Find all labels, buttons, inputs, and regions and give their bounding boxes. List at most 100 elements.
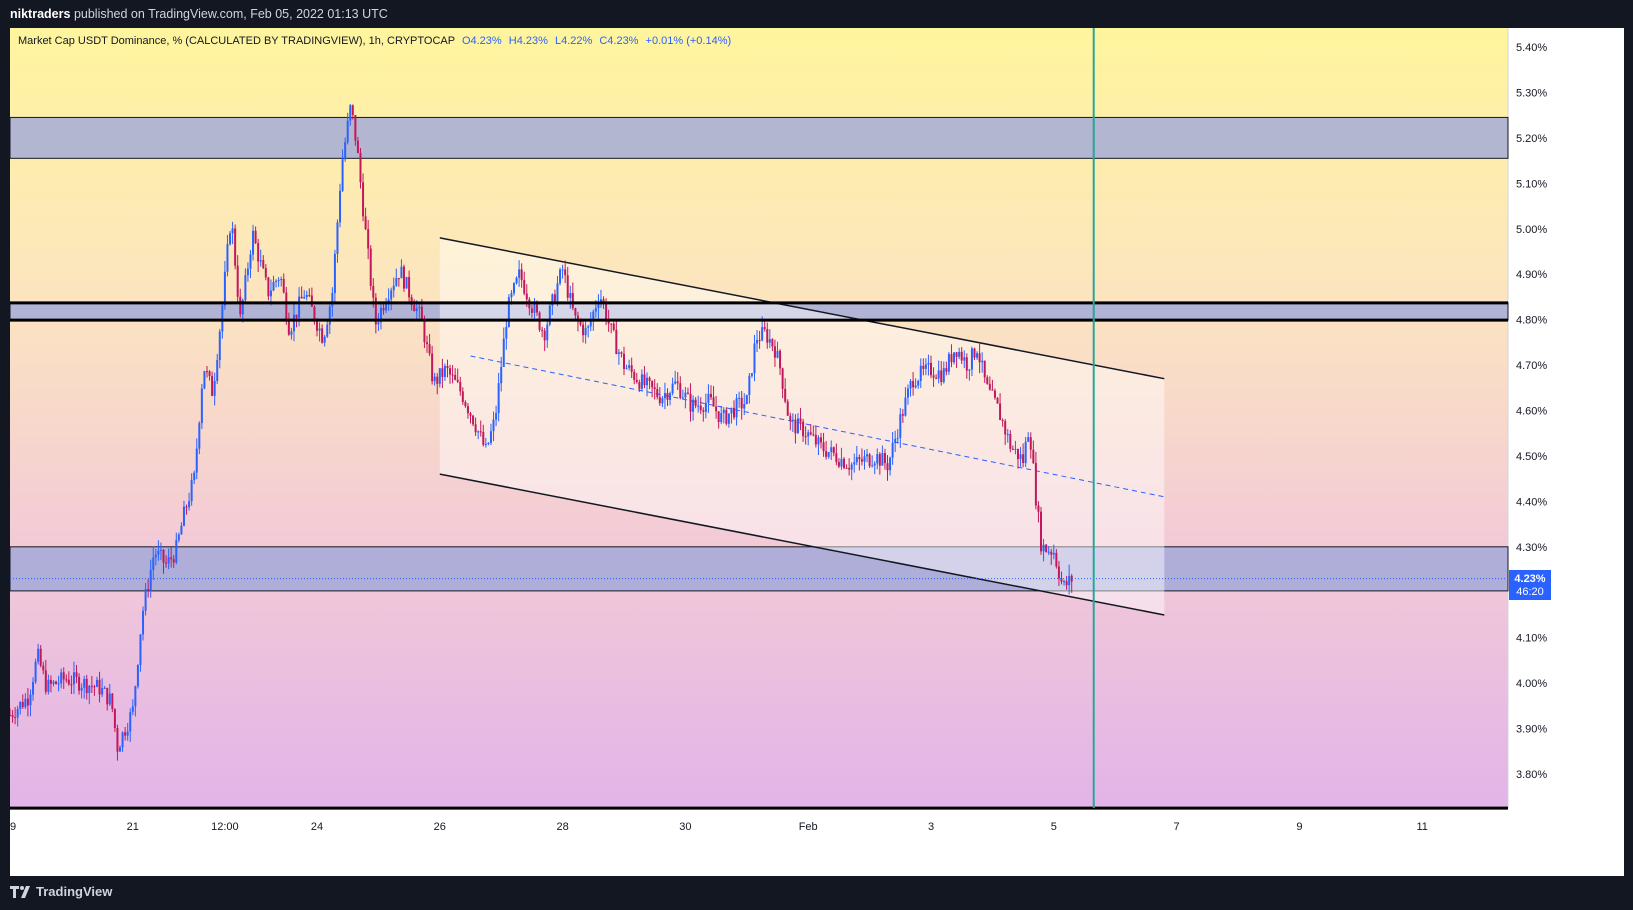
candle-body bbox=[106, 687, 109, 705]
candle-body bbox=[93, 686, 96, 688]
candle-body bbox=[502, 338, 505, 367]
candle-body bbox=[584, 327, 587, 336]
candle-body bbox=[147, 589, 150, 591]
candle-body bbox=[21, 701, 24, 708]
candle-body bbox=[940, 370, 943, 383]
candle-body bbox=[497, 383, 500, 414]
candle-body bbox=[1068, 575, 1071, 586]
candle-body bbox=[292, 314, 295, 332]
candle-body bbox=[19, 701, 22, 709]
candle-body bbox=[34, 661, 37, 682]
candle-body bbox=[919, 365, 922, 382]
candle-body bbox=[776, 350, 779, 358]
candle-body bbox=[876, 454, 879, 464]
candle-body bbox=[16, 708, 19, 718]
candle-body bbox=[523, 280, 526, 294]
candle-body bbox=[610, 323, 613, 325]
candle-body bbox=[663, 392, 666, 399]
candle-body bbox=[1009, 434, 1012, 449]
candle-body bbox=[843, 458, 846, 468]
candle-body bbox=[505, 326, 508, 339]
channel-lower-line bbox=[439, 473, 1165, 616]
candle-body bbox=[290, 331, 293, 335]
candle-body bbox=[188, 501, 191, 508]
candle-body bbox=[362, 182, 365, 217]
candle-body bbox=[553, 294, 556, 302]
candle-body bbox=[566, 275, 569, 298]
candle-body bbox=[349, 105, 352, 121]
candle-body bbox=[267, 277, 270, 297]
candle-body bbox=[400, 266, 403, 279]
candle-body bbox=[1006, 434, 1009, 436]
candle-body bbox=[239, 296, 242, 315]
time-axis[interactable]: 19 21 12:00 24 26 28 30 Feb 3 5 7 9 11 bbox=[10, 821, 1428, 833]
candle-body bbox=[579, 321, 582, 325]
candle-body bbox=[313, 306, 316, 321]
candle-body bbox=[999, 403, 1002, 421]
channel-mid-line bbox=[470, 355, 1165, 498]
candle-body bbox=[996, 397, 999, 404]
candle-body bbox=[986, 377, 989, 384]
price-badge-countdown: 46:20 bbox=[1516, 586, 1544, 598]
candle-body bbox=[415, 308, 418, 312]
candle-body bbox=[819, 437, 822, 443]
candle-body bbox=[564, 269, 567, 276]
candle-body bbox=[648, 377, 651, 381]
candle-body bbox=[559, 269, 562, 284]
candle-body bbox=[397, 278, 400, 280]
candle-body bbox=[692, 399, 695, 412]
candle-body bbox=[599, 299, 602, 304]
candle-body bbox=[825, 451, 828, 457]
candle-body bbox=[853, 462, 856, 465]
candle-body bbox=[157, 550, 160, 555]
price-chart[interactable]: 5.40% 5.30% 5.20% 5.10% 5.00% 4.90% 4.80% 4.70%… bbox=[10, 28, 1624, 876]
candle-body bbox=[541, 329, 544, 331]
candle-body bbox=[282, 278, 285, 293]
x-tick-label: 26 bbox=[434, 821, 446, 833]
candle-body bbox=[605, 303, 608, 321]
candle-body bbox=[871, 465, 874, 467]
candle-body bbox=[328, 306, 331, 325]
candle-body bbox=[571, 293, 574, 309]
y-tick-label: 4.70% bbox=[1516, 360, 1547, 372]
candle-body bbox=[922, 365, 925, 369]
candle-body bbox=[213, 380, 216, 396]
candle-body bbox=[779, 350, 782, 369]
price-axis[interactable]: 5.40% 5.30% 5.20% 5.10% 5.00% 4.90% 4.80% 4.70%… bbox=[1516, 42, 1547, 781]
candle-body bbox=[536, 304, 539, 313]
candle-body bbox=[70, 684, 73, 686]
candle-body bbox=[203, 371, 206, 389]
candle-body bbox=[630, 365, 633, 372]
candle-body bbox=[727, 413, 730, 424]
candle-body bbox=[254, 230, 257, 244]
candle-body bbox=[14, 717, 17, 719]
candle-body bbox=[67, 679, 70, 685]
candle-body bbox=[482, 431, 485, 445]
candle-body bbox=[889, 457, 892, 471]
candle-body bbox=[947, 354, 950, 372]
candle-body bbox=[136, 664, 139, 687]
candle-body bbox=[771, 339, 774, 347]
candle-body bbox=[927, 362, 930, 365]
tradingview-logo[interactable]: TradingView bbox=[10, 884, 112, 899]
candle-body bbox=[479, 431, 482, 433]
candle-body bbox=[866, 454, 869, 457]
candle-body bbox=[1022, 454, 1025, 464]
candle-body bbox=[809, 432, 812, 435]
candle-body bbox=[431, 353, 434, 382]
candle-body bbox=[272, 281, 275, 291]
candle-body bbox=[681, 397, 684, 399]
candle-body bbox=[116, 728, 119, 752]
candle-body bbox=[666, 392, 669, 400]
candle-body bbox=[316, 320, 318, 331]
candle-body bbox=[200, 388, 203, 424]
candle-body bbox=[561, 269, 564, 271]
x-tick-label: 12:00 bbox=[211, 821, 239, 833]
candle-body bbox=[802, 421, 805, 437]
candle-body bbox=[484, 443, 487, 445]
y-tick-label: 4.40% bbox=[1516, 496, 1547, 508]
candle-body bbox=[308, 295, 311, 297]
candle-body bbox=[796, 418, 799, 434]
candle-body bbox=[840, 458, 843, 467]
candle-body bbox=[159, 549, 162, 551]
